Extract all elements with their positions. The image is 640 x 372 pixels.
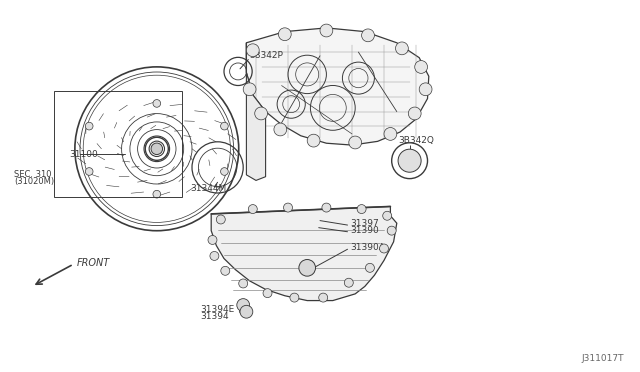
Circle shape	[299, 260, 316, 276]
Circle shape	[85, 122, 93, 130]
Circle shape	[85, 168, 93, 175]
Circle shape	[243, 83, 256, 96]
Circle shape	[365, 263, 374, 272]
Circle shape	[384, 128, 397, 140]
Text: (31020M): (31020M)	[14, 177, 54, 186]
Circle shape	[263, 289, 272, 298]
Circle shape	[255, 107, 268, 120]
Circle shape	[396, 42, 408, 55]
Circle shape	[240, 305, 253, 318]
Circle shape	[246, 44, 259, 57]
Circle shape	[239, 279, 248, 288]
Text: 31394: 31394	[200, 312, 229, 321]
Circle shape	[398, 149, 421, 172]
Circle shape	[387, 226, 396, 235]
Text: 31394E: 31394E	[200, 305, 235, 314]
Circle shape	[208, 235, 217, 244]
Circle shape	[362, 29, 374, 42]
Polygon shape	[246, 43, 266, 180]
Circle shape	[274, 123, 287, 136]
Circle shape	[419, 83, 432, 96]
Circle shape	[319, 293, 328, 302]
Circle shape	[349, 136, 362, 149]
Circle shape	[290, 293, 299, 302]
Circle shape	[248, 205, 257, 214]
Circle shape	[307, 134, 320, 147]
Text: FRONT: FRONT	[77, 258, 110, 267]
Circle shape	[415, 61, 428, 73]
Circle shape	[278, 28, 291, 41]
Circle shape	[221, 122, 228, 130]
Circle shape	[237, 299, 250, 311]
Circle shape	[221, 168, 228, 175]
Polygon shape	[211, 206, 397, 301]
Circle shape	[357, 205, 366, 214]
Text: 31390: 31390	[351, 226, 380, 235]
Text: 38342P: 38342P	[250, 51, 284, 60]
Circle shape	[210, 251, 219, 260]
Text: 31397: 31397	[351, 219, 380, 228]
Circle shape	[322, 203, 331, 212]
Circle shape	[344, 278, 353, 287]
Circle shape	[153, 100, 161, 107]
Text: J311017T: J311017T	[582, 355, 624, 363]
Circle shape	[383, 211, 392, 220]
Circle shape	[408, 107, 421, 120]
Text: 3B342Q: 3B342Q	[399, 136, 435, 145]
Circle shape	[153, 190, 161, 198]
Bar	[54, 91, 182, 197]
Circle shape	[284, 203, 292, 212]
Text: 31100: 31100	[69, 150, 98, 158]
Circle shape	[216, 215, 225, 224]
Circle shape	[380, 244, 388, 253]
Circle shape	[221, 266, 230, 275]
Text: SEC. 310: SEC. 310	[14, 170, 52, 179]
Text: 31390A: 31390A	[351, 243, 385, 252]
Circle shape	[151, 143, 163, 154]
Circle shape	[320, 24, 333, 37]
Text: 31344M: 31344M	[191, 185, 227, 193]
Polygon shape	[246, 28, 429, 145]
